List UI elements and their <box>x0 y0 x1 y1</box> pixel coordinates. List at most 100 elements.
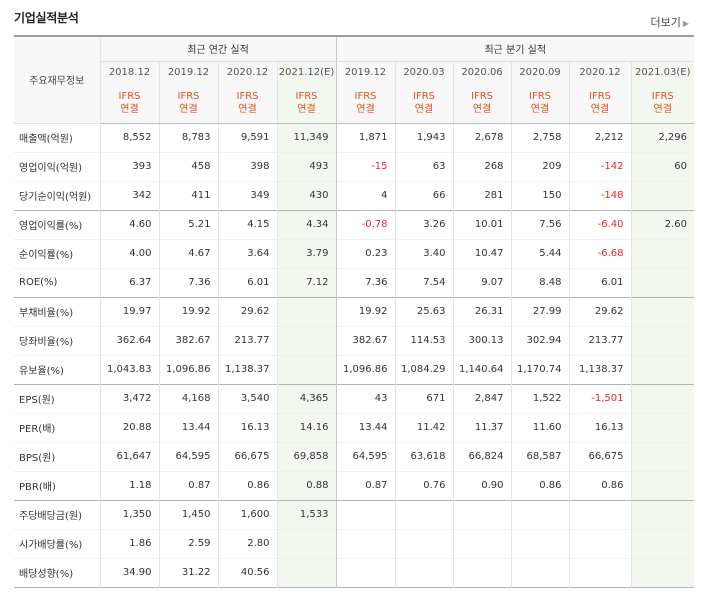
table-cell: 4.15 <box>217 210 277 239</box>
table-cell: 7.36 <box>158 268 218 297</box>
ifrs-header: IFRS 연결 <box>158 84 218 124</box>
table-row: 당좌비율(%) 362.64 382.67 213.77 382.67 114.53 300… <box>14 326 694 355</box>
table-cell: 64,595 <box>335 442 395 471</box>
period-header: 2019.12 <box>158 61 218 84</box>
table-cell: 3.26 <box>394 210 453 239</box>
table-cell: 1,138.37 <box>568 355 631 384</box>
table-cell: 213.77 <box>217 326 277 355</box>
table-cell: 63 <box>394 152 453 181</box>
period-header: 2020.09 <box>510 61 569 84</box>
table-cell: -1,501 <box>568 384 631 413</box>
period-header: 2020.12 <box>217 61 277 84</box>
table-cell: 2,847 <box>452 384 511 413</box>
table-cell: 29.62 <box>217 297 277 326</box>
row-label: ROE(%) <box>14 268 100 297</box>
table-cell <box>568 500 631 529</box>
table-cell: 14.16 <box>276 413 336 442</box>
ifrs-header: IFRS 연결 <box>335 84 395 124</box>
table-cell <box>630 471 694 500</box>
table-cell: 4.00 <box>99 239 159 268</box>
table-cell: 11,349 <box>276 123 336 152</box>
table-cell <box>510 500 569 529</box>
table-cell: 1,170.74 <box>510 355 569 384</box>
table-cell: 8,552 <box>99 123 159 152</box>
table-cell: 1,138.37 <box>217 355 277 384</box>
table-cell <box>630 529 694 558</box>
table-cell: 66,824 <box>452 442 511 471</box>
table-cell <box>630 355 694 384</box>
more-label: 더보기 <box>650 16 681 29</box>
table-cell: 0.86 <box>217 471 277 500</box>
table-cell: 349 <box>217 181 277 210</box>
table-cell: 10.47 <box>452 239 511 268</box>
row-label: 영업이익률(%) <box>14 210 100 239</box>
table-cell: 31.22 <box>158 558 218 587</box>
table-cell: 4.60 <box>99 210 159 239</box>
table-cell <box>630 268 694 297</box>
table-cell: 1,533 <box>276 500 336 529</box>
period-header: 2019.12 <box>335 61 395 84</box>
period-header: 2021.03(E) <box>630 61 694 84</box>
table-cell: 64,595 <box>158 442 218 471</box>
table-cell: 10.01 <box>452 210 511 239</box>
table-cell: 13.44 <box>335 413 395 442</box>
ifrs-label: IFRS <box>177 91 200 103</box>
table-row: 순이익률(%) 4.00 4.67 3.64 3.79 0.23 3.40 10.47 5.44… <box>14 239 694 268</box>
ifrs-header: IFRS 연결 <box>452 84 511 124</box>
table-cell <box>452 529 511 558</box>
table-cell <box>630 326 694 355</box>
table-cell: 382.67 <box>335 326 395 355</box>
table-cell: 2,758 <box>510 123 569 152</box>
row-label: 영업이익(억원) <box>14 152 100 181</box>
table-cell: 11.42 <box>394 413 453 442</box>
table-cell: 4 <box>335 181 395 210</box>
table-cell: 411 <box>158 181 218 210</box>
ifrs-label: IFRS <box>413 91 435 103</box>
ifrs-label: IFRS <box>295 91 318 103</box>
consolidated-label: 연결 <box>238 104 257 116</box>
row-label: 부채비율(%) <box>14 297 100 326</box>
table-cell: 2.60 <box>630 210 694 239</box>
period-header: 2020.06 <box>452 61 511 84</box>
table-cell: 19.92 <box>158 297 218 326</box>
table-cell: 342 <box>99 181 159 210</box>
table-cell: 3.79 <box>276 239 336 268</box>
period-header: 2018.12 <box>99 61 159 84</box>
ifrs-header: IFRS 연결 <box>276 84 336 124</box>
table-cell: 4,365 <box>276 384 336 413</box>
table-cell: 281 <box>452 181 511 210</box>
table-cell <box>394 500 453 529</box>
table-row: ROE(%) 6.37 7.36 6.01 7.12 7.36 7.54 9.07 8.48 6.… <box>14 268 694 297</box>
ifrs-header: IFRS 연결 <box>217 84 277 124</box>
consolidated-label: 연결 <box>120 104 139 116</box>
more-link[interactable]: 더보기 ▶ <box>650 14 689 30</box>
table-cell: 0.23 <box>335 239 395 268</box>
consolidated-label: 연결 <box>653 104 672 116</box>
table-cell: 2,296 <box>630 123 694 152</box>
ifrs-label: IFRS <box>529 91 551 103</box>
table-cell: 0.86 <box>510 471 569 500</box>
table-cell: 11.60 <box>510 413 569 442</box>
table-cell: 7.56 <box>510 210 569 239</box>
table-row: 배당성향(%) 34.90 31.22 40.56 <box>14 558 694 587</box>
table-row: 당기순이익(억원) 342 411 349 430 4 66 281 150 -148 <box>14 181 694 210</box>
table-cell: 268 <box>452 152 511 181</box>
table-cell: 393 <box>99 152 159 181</box>
table-cell <box>630 384 694 413</box>
table-cell: 34.90 <box>99 558 159 587</box>
table-cell: 61,647 <box>99 442 159 471</box>
table-cell: 2.80 <box>217 529 277 558</box>
table-row: PBR(배) 1.18 0.87 0.86 0.88 0.87 0.76 0.90 0.86 0.… <box>14 471 694 500</box>
table-row: EPS(원) 3,472 4,168 3,540 4,365 43 671 2,847 1,52… <box>14 384 694 413</box>
table-cell <box>630 442 694 471</box>
table-cell: 300.13 <box>452 326 511 355</box>
table-cell <box>568 529 631 558</box>
table-cell: 9.07 <box>452 268 511 297</box>
table-cell <box>452 500 511 529</box>
consolidated-label: 연결 <box>179 104 198 116</box>
table-cell <box>276 529 336 558</box>
table-row: 유보율(%) 1,043.83 1,096.86 1,138.37 1,096.86 1,… <box>14 355 694 384</box>
table-row: 부채비율(%) 19.97 19.92 29.62 19.92 25.63 26.31 27.… <box>14 297 694 326</box>
table-cell: -142 <box>568 152 631 181</box>
ifrs-header: IFRS 연결 <box>99 84 159 124</box>
